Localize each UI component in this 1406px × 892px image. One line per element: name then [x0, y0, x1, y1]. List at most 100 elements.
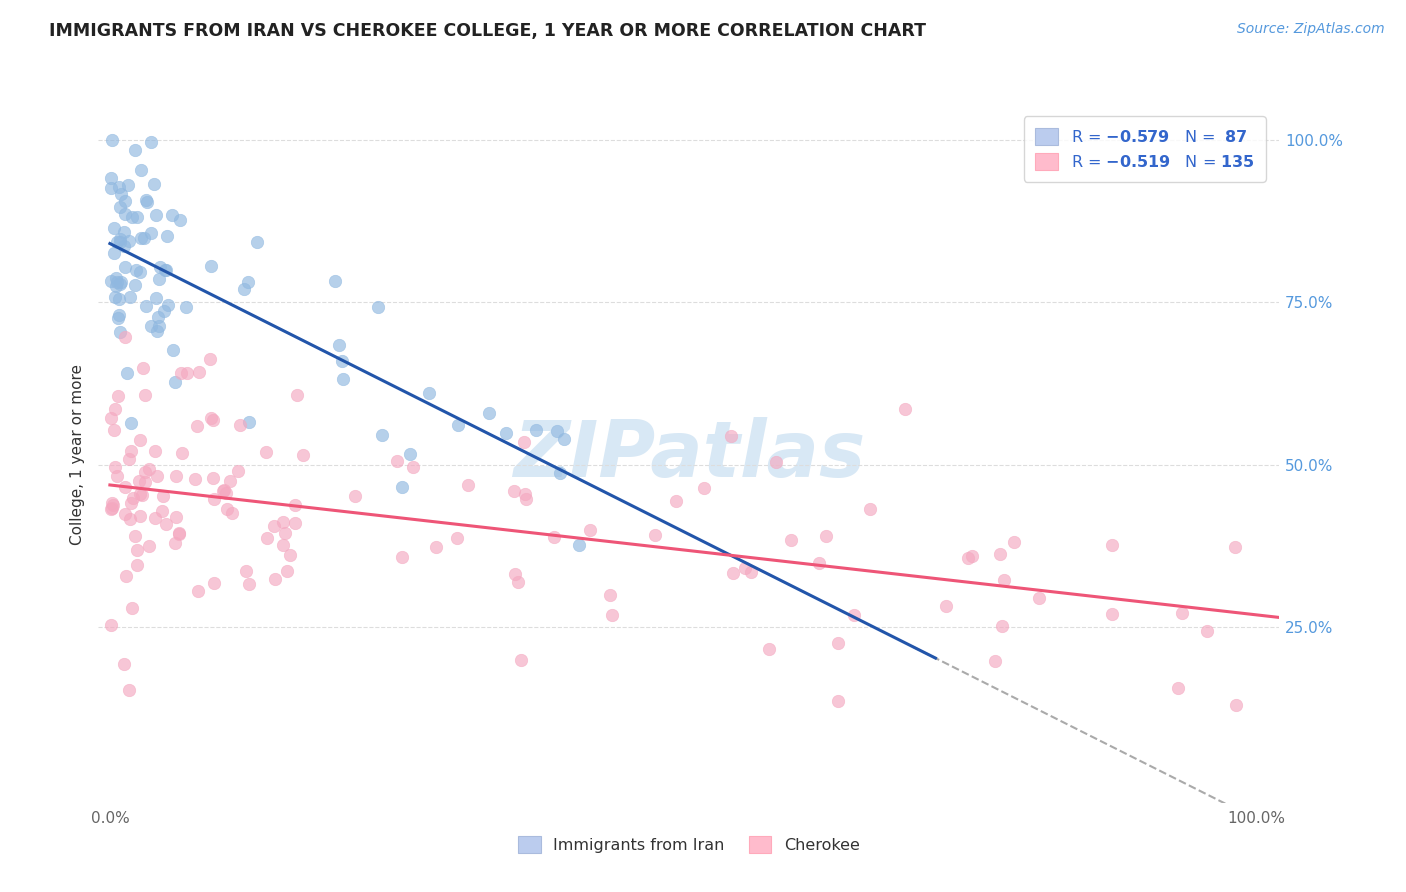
Point [101, 495, 124, 509]
Point [114, 569, 136, 583]
Point [1004, 535, 1026, 549]
Point [108, 292, 131, 306]
Point [110, 276, 132, 290]
Point [391, 479, 413, 493]
Point [935, 599, 957, 613]
Point [124, 277, 146, 292]
Point [323, 274, 346, 288]
Point [165, 375, 187, 389]
Point [136, 194, 159, 209]
Point [145, 324, 167, 338]
Point [284, 499, 307, 513]
Point [276, 564, 298, 578]
Point [332, 372, 354, 386]
Point [165, 469, 187, 483]
Point [114, 207, 136, 221]
Point [226, 464, 249, 478]
Point [125, 263, 148, 277]
Text: IMMIGRANTS FROM IRAN VS CHEROKEE COLLEGE, 1 YEAR OR MORE CORRELATION CHART: IMMIGRANTS FROM IRAN VS CHEROKEE COLLEGE… [49, 22, 927, 40]
Point [114, 479, 136, 493]
Point [150, 504, 173, 518]
Point [235, 565, 257, 579]
Point [174, 301, 197, 315]
Point [238, 577, 260, 591]
Point [367, 301, 389, 315]
Point [198, 351, 221, 366]
Point [221, 506, 243, 520]
Point [515, 491, 537, 506]
Point [165, 536, 187, 550]
Point [956, 550, 979, 565]
Point [134, 466, 156, 480]
Point [135, 299, 157, 313]
Point [172, 446, 194, 460]
Point [478, 406, 501, 420]
Point [100, 181, 122, 195]
Point [132, 361, 155, 376]
Point [108, 232, 131, 246]
Point [602, 608, 624, 623]
Point [125, 542, 148, 557]
Point [693, 482, 716, 496]
Point [284, 516, 307, 531]
Point [101, 498, 124, 512]
Point [993, 573, 1015, 587]
Point [128, 475, 150, 489]
Point [103, 220, 125, 235]
Point [128, 486, 150, 500]
Y-axis label: College, 1 year or more: College, 1 year or more [69, 365, 84, 545]
Point [155, 517, 177, 532]
Text: ZIPatlas: ZIPatlas [513, 417, 865, 493]
Point [447, 417, 470, 432]
Point [1028, 591, 1050, 605]
Point [112, 225, 135, 239]
Point [139, 135, 162, 149]
Point [202, 492, 225, 507]
Point [330, 353, 353, 368]
Point [108, 200, 131, 214]
Point [169, 212, 191, 227]
Point [446, 531, 468, 545]
Point [256, 532, 278, 546]
Point [114, 507, 136, 521]
Point [215, 485, 238, 500]
Point [104, 459, 127, 474]
Point [101, 500, 124, 515]
Point [550, 466, 572, 480]
Point [165, 510, 187, 524]
Point [228, 417, 250, 432]
Point [328, 338, 350, 352]
Point [991, 619, 1014, 633]
Point [146, 468, 169, 483]
Point [245, 235, 267, 249]
Point [103, 245, 125, 260]
Point [120, 496, 142, 510]
Point [960, 549, 983, 564]
Point [148, 319, 170, 334]
Point [149, 260, 172, 274]
Point [740, 565, 762, 579]
Point [385, 453, 408, 467]
Point [139, 226, 162, 240]
Point [118, 512, 141, 526]
Point [128, 508, 150, 523]
Point [543, 530, 565, 544]
Point [129, 265, 152, 279]
Point [143, 177, 166, 191]
Point [399, 447, 422, 461]
Text: Source: ZipAtlas.com: Source: ZipAtlas.com [1237, 22, 1385, 37]
Point [114, 194, 136, 208]
Point [107, 310, 129, 325]
Point [155, 263, 177, 277]
Point [721, 566, 744, 580]
Point [263, 519, 285, 533]
Point [495, 425, 517, 440]
Point [156, 298, 179, 312]
Point [233, 282, 256, 296]
Point [120, 444, 142, 458]
Point [1101, 607, 1123, 621]
Point [114, 260, 136, 274]
Point [153, 263, 176, 277]
Point [1170, 606, 1192, 620]
Point [506, 575, 529, 590]
